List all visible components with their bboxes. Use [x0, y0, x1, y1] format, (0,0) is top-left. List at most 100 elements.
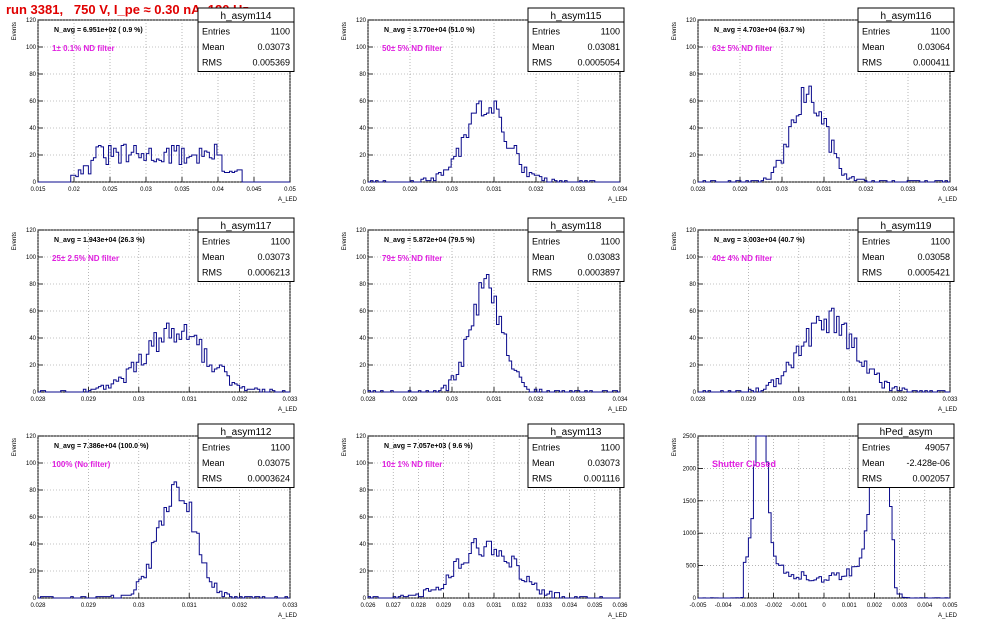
histogram-name: h_asym112: [221, 427, 272, 438]
y-tick-label: 80: [29, 72, 36, 78]
x-tick-label: 0.032: [858, 187, 874, 193]
stat-label: Entries: [862, 443, 891, 453]
navg-text: N_avg = 3.770e+04 (51.0 %): [384, 27, 475, 34]
navg-text: N_avg = 7.386e+04 (100.0 %): [54, 443, 149, 450]
x-tick-label: 0.03: [133, 397, 145, 403]
histogram-panel-h_asym119: 0.028 0.029 0.03 0.031 0.032 0.033 0 20 40 60 80 10…: [672, 217, 958, 413]
y-tick-label: 80: [689, 72, 696, 78]
y-tick-label: 100: [26, 255, 37, 261]
y-axis-title: Events: [12, 232, 18, 250]
histogram-name: hPed_asym: [880, 427, 933, 438]
y-axis-title: Events: [672, 232, 678, 250]
stat-value: 0.03064: [917, 42, 950, 52]
stat-label: Mean: [202, 458, 225, 468]
stat-value: 0.002057: [912, 474, 950, 484]
y-tick-label: 80: [359, 72, 366, 78]
stats-box: [857, 217, 955, 282]
x-tick-label: 0.034: [612, 397, 628, 403]
x-tick-label: 0.032: [232, 397, 248, 403]
stat-label: Mean: [532, 458, 555, 468]
histogram-line: [38, 143, 290, 183]
stat-value: 0.0003624: [247, 474, 290, 484]
histogram-panel-h_asym114: 0.015 0.02 0.025 0.03 0.035 0.04 0.045 0.05 0 20 4…: [12, 7, 298, 203]
x-tick-label: 0.036: [612, 603, 628, 609]
y-tick-label: 120: [356, 18, 367, 24]
histogram-line: [38, 322, 290, 393]
stat-label: Entries: [862, 237, 891, 247]
navg-text: N_avg = 4.703e+04 (63.7 %): [714, 27, 805, 34]
stat-value: 0.03058: [917, 252, 950, 262]
stat-label: Mean: [532, 252, 555, 262]
stat-label: Mean: [202, 252, 225, 262]
y-tick-label: 80: [359, 488, 366, 494]
navg-text: N_avg = 1.943e+04 (26.3 %): [54, 237, 145, 244]
y-tick-label: 100: [356, 45, 367, 51]
y-axis-title: Events: [342, 22, 348, 40]
histogram-line: [367, 274, 620, 393]
y-tick-label: 100: [686, 255, 697, 261]
stat-value: 0.03073: [587, 458, 620, 468]
x-tick-label: 0.029: [402, 187, 418, 193]
y-tick-label: 40: [359, 126, 366, 132]
stat-value: 0.0006213: [247, 268, 290, 278]
x-tick-label: 0.035: [587, 603, 603, 609]
histogram-name: h_asym117: [221, 221, 272, 232]
stat-label: Mean: [862, 458, 885, 468]
x-tick-label: 0.035: [174, 187, 190, 193]
y-tick-label: 120: [686, 228, 697, 234]
histogram-panel-h_asym115: 0.028 0.029 0.03 0.031 0.032 0.033 0.034 0 20 40 6…: [342, 7, 628, 203]
x-tick-label: 0.028: [360, 397, 376, 403]
y-tick-label: 120: [356, 434, 367, 440]
y-tick-label: 60: [689, 309, 696, 315]
x-tick-label: 0.028: [30, 603, 46, 609]
y-tick-label: 100: [356, 255, 367, 261]
x-tick-label: 0.027: [386, 603, 402, 609]
stat-value: 0.0003897: [577, 268, 620, 278]
filter-label: 40± 4% ND filter: [712, 254, 772, 263]
stat-value: 1100: [931, 27, 950, 37]
x-tick-label: 0.03: [133, 603, 145, 609]
y-tick-label: 100: [686, 45, 697, 51]
x-tick-label: 0.03: [776, 187, 788, 193]
stat-label: Mean: [202, 42, 225, 52]
stat-value: 0.03075: [257, 458, 290, 468]
x-tick-label: 0.032: [892, 397, 908, 403]
histogram-name: h_asym119: [881, 221, 932, 232]
stat-value: 1100: [931, 237, 950, 247]
stat-value: 1100: [271, 237, 290, 247]
stat-value: 0.0005054: [577, 58, 620, 68]
stats-box: [197, 423, 295, 488]
y-tick-label: 60: [689, 99, 696, 105]
filter-label: 1± 0.1% ND filter: [52, 44, 115, 53]
stat-label: RMS: [202, 268, 222, 278]
y-tick-label: 40: [29, 126, 36, 132]
x-tick-label: 0.029: [81, 397, 97, 403]
y-axis-title: Events: [12, 438, 18, 456]
x-tick-label: 0.004: [917, 603, 933, 609]
stat-label: RMS: [862, 268, 882, 278]
y-tick-label: 40: [29, 542, 36, 548]
y-tick-label: 120: [26, 434, 37, 440]
x-tick-label: 0.034: [942, 187, 958, 193]
x-tick-label: 0.03: [446, 397, 458, 403]
x-tick-label: 0: [822, 603, 826, 609]
x-axis-title: A_LED: [608, 613, 628, 619]
stat-label: RMS: [202, 474, 222, 484]
stat-value: -2.428e-06: [906, 458, 950, 468]
x-tick-label: 0.026: [360, 603, 376, 609]
x-axis-title: A_LED: [278, 613, 298, 619]
y-tick-label: 100: [356, 461, 367, 467]
x-tick-label: -0.001: [790, 603, 808, 609]
x-tick-label: 0.028: [690, 397, 706, 403]
stats-box: [857, 7, 955, 72]
y-tick-label: 20: [29, 153, 36, 159]
x-tick-label: 0.029: [732, 187, 748, 193]
stat-label: RMS: [862, 474, 882, 484]
y-tick-label: 0: [33, 390, 37, 396]
x-tick-label: 0.029: [436, 603, 452, 609]
x-tick-label: 0.033: [570, 187, 586, 193]
y-tick-label: 500: [686, 564, 697, 570]
x-tick-label: 0.032: [512, 603, 528, 609]
x-tick-label: 0.03: [793, 397, 805, 403]
x-axis-title: A_LED: [938, 197, 958, 203]
